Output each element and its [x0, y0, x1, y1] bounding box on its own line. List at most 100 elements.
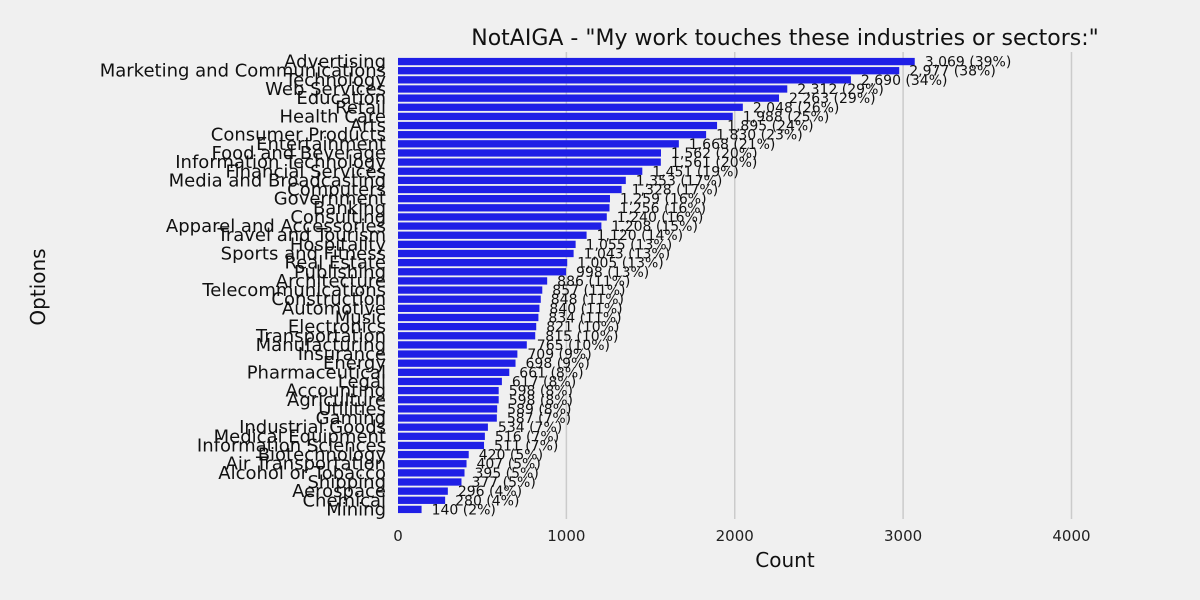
- data-label: 1,256 (16%): [619, 201, 706, 217]
- x-tick-label: 4000: [1052, 527, 1090, 545]
- data-label: 3,069 (39%): [925, 55, 1012, 71]
- bar: [398, 195, 610, 203]
- data-label: 1,830 (23%): [716, 128, 803, 144]
- bar: [398, 94, 780, 102]
- category-label: Computers: [287, 180, 386, 201]
- data-label: 709 (9%): [527, 347, 591, 363]
- bar: [398, 231, 587, 239]
- bar: [398, 76, 851, 84]
- bar: [398, 386, 499, 395]
- bar: [398, 405, 498, 413]
- data-label: 296 (4%): [458, 484, 522, 500]
- bar: [398, 240, 576, 249]
- bar: [398, 377, 502, 386]
- category-label: Alcohol or Tobacco: [218, 463, 386, 484]
- x-axis-title: Count: [755, 548, 815, 572]
- category-label: Construction: [271, 289, 386, 310]
- category-label: Health Care: [279, 106, 386, 127]
- bar: [398, 185, 622, 194]
- bars: [398, 57, 915, 514]
- category-label: Hospitality: [290, 234, 387, 255]
- bar: [398, 332, 536, 340]
- data-label: 420 (5%): [479, 448, 543, 464]
- category-label: Information Sciences: [197, 435, 386, 456]
- x-tick-label: 3000: [884, 527, 922, 545]
- bar: [398, 204, 610, 212]
- data-label: 698 (9%): [526, 356, 590, 372]
- category-label: Technology: [284, 70, 386, 91]
- data-label: 377 (5%): [471, 475, 535, 491]
- bar: [398, 149, 661, 157]
- category-label: Medical Equipment: [214, 426, 386, 447]
- data-label: 1,895 (24%): [727, 119, 814, 135]
- category-label: Chemical: [302, 490, 386, 511]
- bar: [398, 140, 679, 148]
- bar: [398, 222, 602, 230]
- data-label: 857 (11%): [552, 283, 625, 299]
- data-label: 2,690 (34%): [861, 73, 948, 89]
- data-label: 1,005 (13%): [577, 256, 664, 272]
- bar: [398, 295, 541, 303]
- data-label: 407 (5%): [477, 457, 541, 473]
- data-label: 998 (13%): [576, 265, 649, 281]
- data-label: 617 (8%): [512, 374, 576, 390]
- bar: [398, 341, 527, 349]
- bar: [398, 359, 516, 367]
- bar: [398, 277, 548, 285]
- category-label: Air Transportation: [226, 454, 386, 475]
- data-label: 140 (2%): [432, 502, 496, 518]
- category-label: Entertainment: [256, 134, 386, 155]
- y-axis-title: Options: [26, 248, 50, 325]
- category-label: Publishing: [294, 262, 386, 283]
- x-tick-label: 1000: [547, 527, 585, 545]
- bar: [398, 432, 485, 440]
- chart-title: NotAIGA - "My work touches these industr…: [471, 26, 1099, 51]
- bar: [398, 57, 915, 66]
- category-label: Legal: [338, 371, 386, 392]
- bar: [398, 286, 543, 294]
- category-label: Agriculture: [287, 390, 386, 411]
- category-label: Food and Beverage: [211, 143, 386, 164]
- bar: [398, 441, 485, 450]
- bar: [398, 460, 467, 468]
- data-label: 840 (11%): [549, 301, 622, 317]
- category-label: Advertising: [284, 52, 386, 73]
- data-label: 1,043 (13%): [584, 247, 671, 263]
- category-label: Sports and Fitness: [221, 244, 386, 265]
- bar: [398, 258, 568, 267]
- category-label: Apparel and Accessories: [166, 216, 386, 237]
- bar: [398, 313, 539, 322]
- category-label: Utilities: [318, 399, 386, 420]
- category-label: Banking: [313, 198, 386, 219]
- data-label: 765 (10%): [537, 338, 610, 354]
- bar: [398, 131, 707, 139]
- bar: [398, 487, 448, 495]
- bar: [398, 350, 518, 358]
- category-label: Media and Broadcasting: [169, 170, 386, 191]
- bar: [398, 268, 567, 276]
- category-label: Insurance: [298, 344, 386, 365]
- bar: [398, 469, 465, 477]
- data-label: 516 (7%): [495, 429, 559, 445]
- bar: [398, 103, 743, 111]
- data-label: 1,208 (15%): [611, 219, 698, 235]
- data-labels: 3,069 (39%)2,977 (38%)2,690 (34%)2,312 (…: [432, 55, 1012, 519]
- category-label: Mining: [326, 499, 386, 520]
- category-label: Pharmaceutical: [247, 362, 386, 383]
- bar: [398, 396, 499, 404]
- category-label: Architecture: [276, 271, 386, 292]
- bar: [398, 121, 718, 130]
- data-label: 1,562 (20%): [671, 146, 758, 162]
- category-label: Retail: [335, 97, 386, 118]
- bar: [398, 322, 537, 331]
- bar: [398, 368, 510, 376]
- category-label: Consulting: [290, 207, 386, 228]
- category-label: Marketing and Communications: [100, 61, 386, 82]
- data-label: 598 (8%): [509, 384, 573, 400]
- category-label: Shipping: [307, 472, 386, 493]
- data-label: 848 (11%): [551, 292, 624, 308]
- data-label: 1,561 (20%): [671, 155, 758, 171]
- category-label: Aerospace: [292, 481, 386, 502]
- bar: [398, 478, 462, 486]
